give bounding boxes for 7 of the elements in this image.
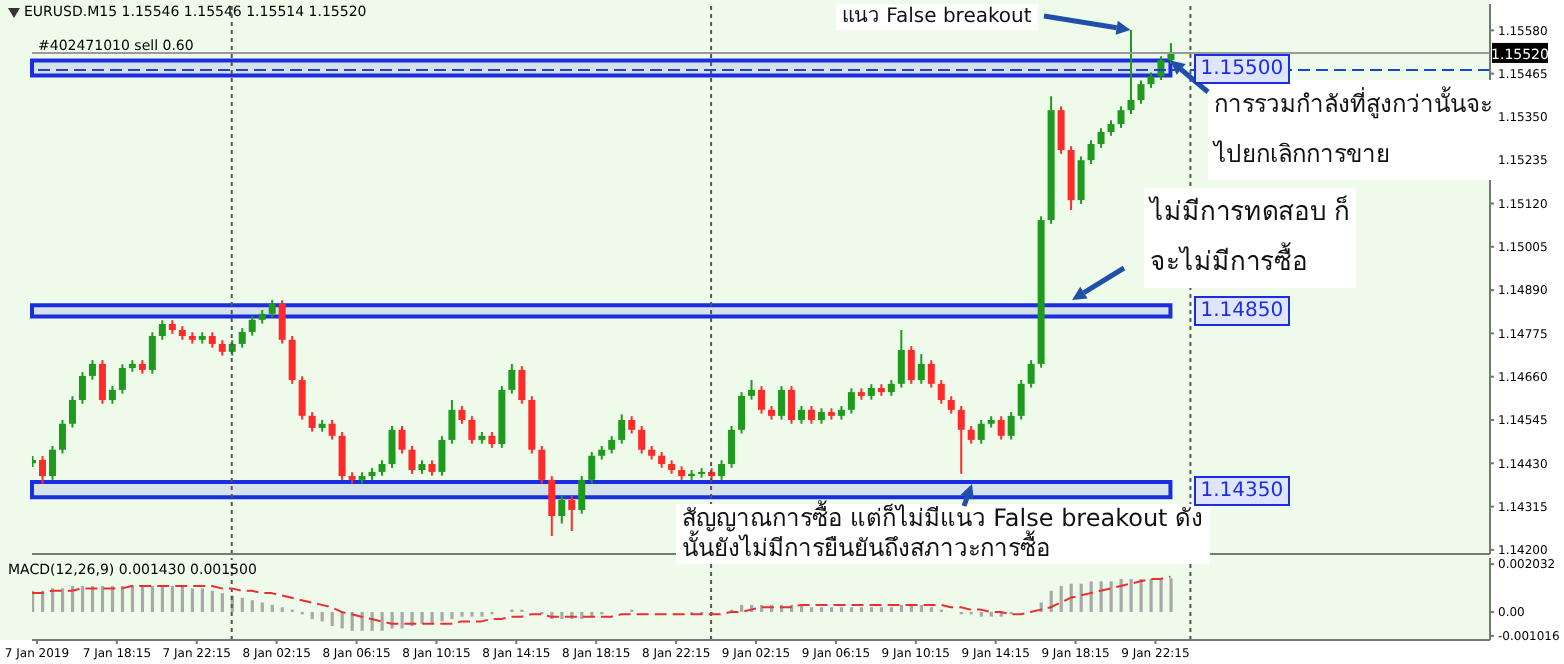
band-label: 1.14850: [1194, 296, 1290, 327]
band-label: 1.14350: [1194, 475, 1290, 506]
annotation: สัญญาณการซื้อ แต่ก็ไม่มีแนว False breakout ดัง นั้นยังไม่มีการยืนยันถึงสภาวะการซื้อ: [682, 504, 1204, 564]
annotation: ไม่มีการทดสอบ ก็ จะไม่มีการซื้อ: [1150, 188, 1351, 288]
band-label: 1.15500: [1194, 53, 1290, 84]
annotation: แนว False breakout: [842, 4, 1032, 30]
annotation: การรวมกำลังที่สูงกว่านั้นจะ ไปยกเลิกการขาย: [1214, 80, 1492, 180]
